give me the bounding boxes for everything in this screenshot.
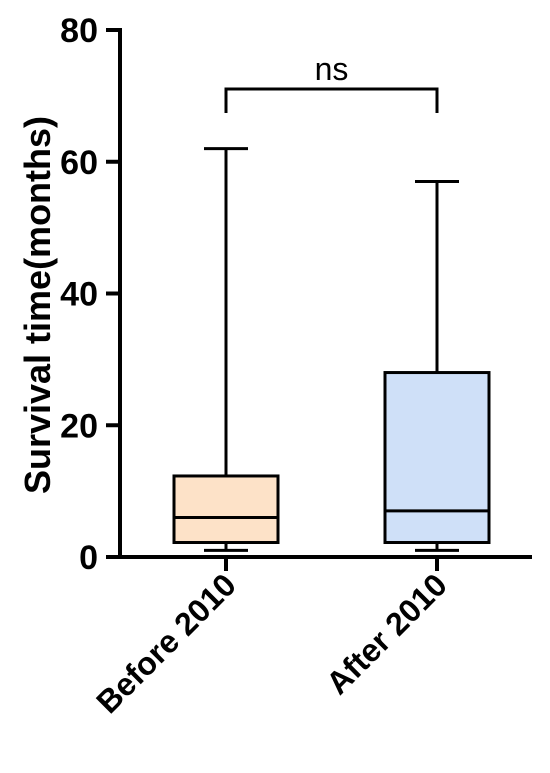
y-tick-label: 40 [60, 276, 98, 314]
y-tick-label: 20 [60, 407, 98, 445]
y-tick-label: 60 [60, 144, 98, 182]
y-tick-label: 0 [79, 539, 98, 577]
x-axis: Before 2010 After 2010 [89, 555, 532, 720]
iqr-box [172, 474, 280, 545]
iqr-box [383, 371, 491, 545]
significance-bracket [224, 87, 439, 113]
box-2 [383, 180, 491, 552]
y-axis-label: Survival time(months) [17, 116, 58, 494]
x-category-label: Before 2010 [89, 566, 243, 720]
y-axis: 0 20 40 60 80 [60, 12, 122, 577]
box-1 [172, 147, 280, 552]
y-tick-label: 80 [60, 12, 98, 50]
x-category-label: After 2010 [319, 566, 454, 701]
significance-annotation: ns [224, 51, 439, 113]
boxes [172, 147, 491, 552]
significance-label: ns [315, 51, 349, 87]
